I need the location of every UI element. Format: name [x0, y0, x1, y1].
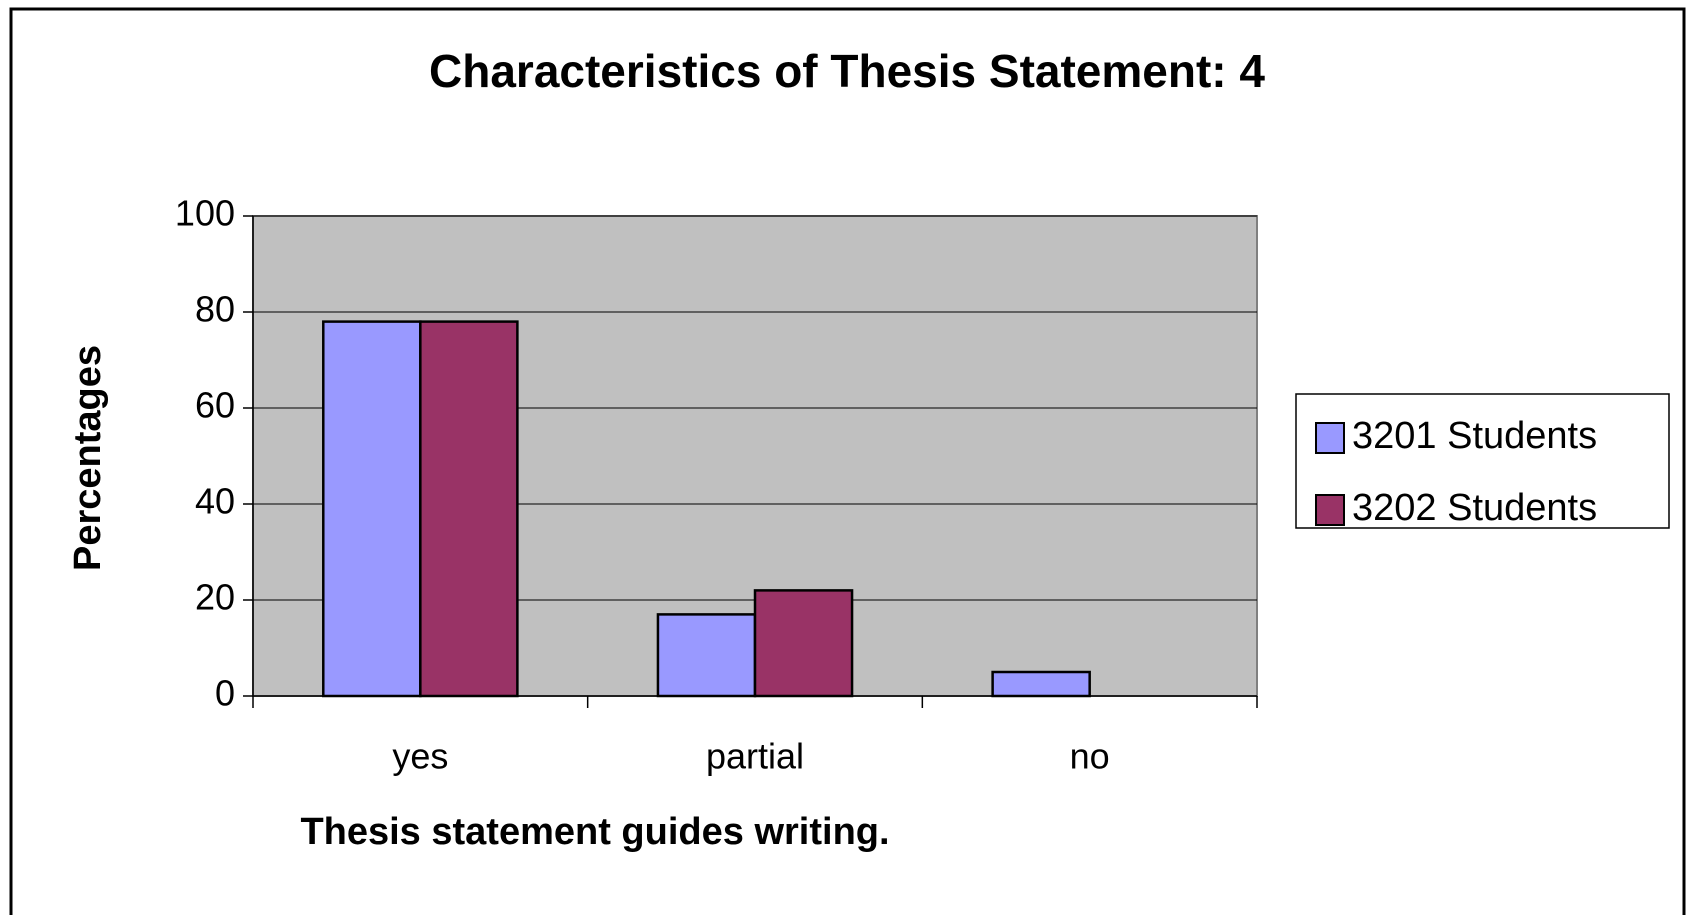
- y-tick-label: 80: [195, 289, 235, 330]
- legend-label: 3202 Students: [1352, 487, 1597, 529]
- chart-border: [9, 7, 1686, 915]
- x-tick-label: partial: [706, 736, 804, 777]
- y-tick-label: 0: [215, 673, 235, 714]
- x-tick-label: no: [1070, 736, 1110, 777]
- x-axis-label: Thesis statement guides writing.: [300, 811, 889, 853]
- bar: [322, 320, 422, 698]
- y-axis-label: Percentages: [67, 345, 109, 571]
- y-tick-label: 40: [195, 481, 235, 522]
- legend-swatch: [1315, 494, 1345, 526]
- legend-box: [1295, 393, 1670, 529]
- y-tick-label: 20: [195, 577, 235, 618]
- y-tick-label: 60: [195, 385, 235, 426]
- legend-label: 3201 Students: [1352, 415, 1597, 457]
- bar: [419, 320, 519, 698]
- legend-swatch: [1315, 422, 1345, 454]
- bar: [991, 670, 1091, 698]
- x-tick-label: yes: [392, 736, 448, 777]
- bar: [753, 589, 854, 698]
- y-tick-label: 100: [175, 193, 235, 234]
- bar: [656, 613, 757, 698]
- chart-title: Characteristics of Thesis Statement: 4: [429, 45, 1265, 97]
